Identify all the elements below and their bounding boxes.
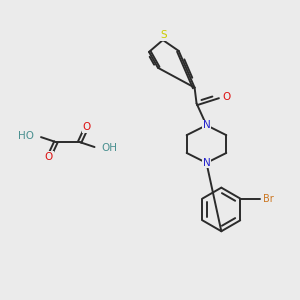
Text: O: O <box>82 122 91 132</box>
Text: N: N <box>202 120 210 130</box>
Text: OH: OH <box>101 143 118 153</box>
Text: S: S <box>160 30 167 40</box>
Text: Br: Br <box>262 194 273 203</box>
Text: N: N <box>202 158 210 168</box>
Text: O: O <box>222 92 230 101</box>
Text: O: O <box>45 152 53 162</box>
Text: HO: HO <box>18 131 34 141</box>
